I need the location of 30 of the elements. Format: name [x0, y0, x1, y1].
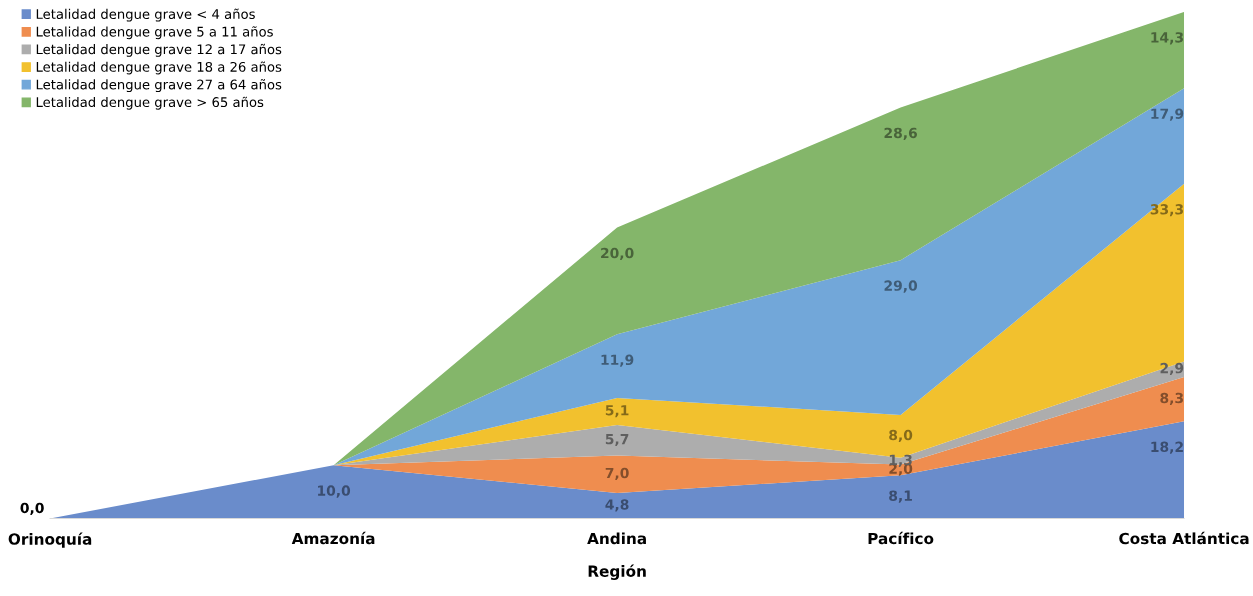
legend-label: Letalidad dengue grave 5 a 11 años: [36, 26, 273, 40]
data-label: 5,1: [605, 405, 629, 418]
data-label: 8,3: [1160, 392, 1183, 406]
data-label: 29,0: [884, 280, 918, 293]
data-label: 8,0: [889, 429, 913, 443]
data-label: 10,0: [318, 485, 351, 498]
data-label: 11,9: [601, 354, 634, 367]
x-tick-label: Andina: [587, 532, 646, 545]
data-label: 7,0: [605, 467, 629, 481]
data-label: 28,6: [884, 127, 917, 140]
data-label: 5,7: [605, 434, 629, 447]
legend-label: Letalidad dengue grave 18 a 26 años: [36, 61, 282, 75]
data-label: 33,3: [1150, 204, 1183, 217]
x-tick-label: Amazonía: [291, 531, 375, 545]
data-label: 20,0: [601, 247, 634, 261]
data-label: 18,2: [1151, 441, 1183, 454]
data-label: 8,1: [889, 490, 912, 503]
x-axis-title: Región: [588, 564, 646, 580]
legend-label: Letalidad dengue grave < 4 años: [36, 8, 255, 22]
x-tick-label: Costa Atlántica: [1119, 531, 1249, 545]
legend-label: Letalidad dengue grave > 65 años: [36, 96, 264, 110]
x-tick-label: Orinoquía: [8, 532, 92, 548]
x-tick-label: Pacífico: [868, 531, 934, 545]
data-label: 14,3: [1151, 32, 1183, 45]
data-label: 17,9: [1151, 108, 1184, 121]
legend-label: Letalidad dengue grave 12 a 17 años: [36, 43, 282, 57]
legend-label: Letalidad dengue grave 27 a 64 años: [36, 79, 282, 93]
data-label: 4,8: [605, 499, 629, 512]
data-label: 0,0: [20, 502, 44, 515]
data-label: 2,9: [1160, 362, 1184, 376]
